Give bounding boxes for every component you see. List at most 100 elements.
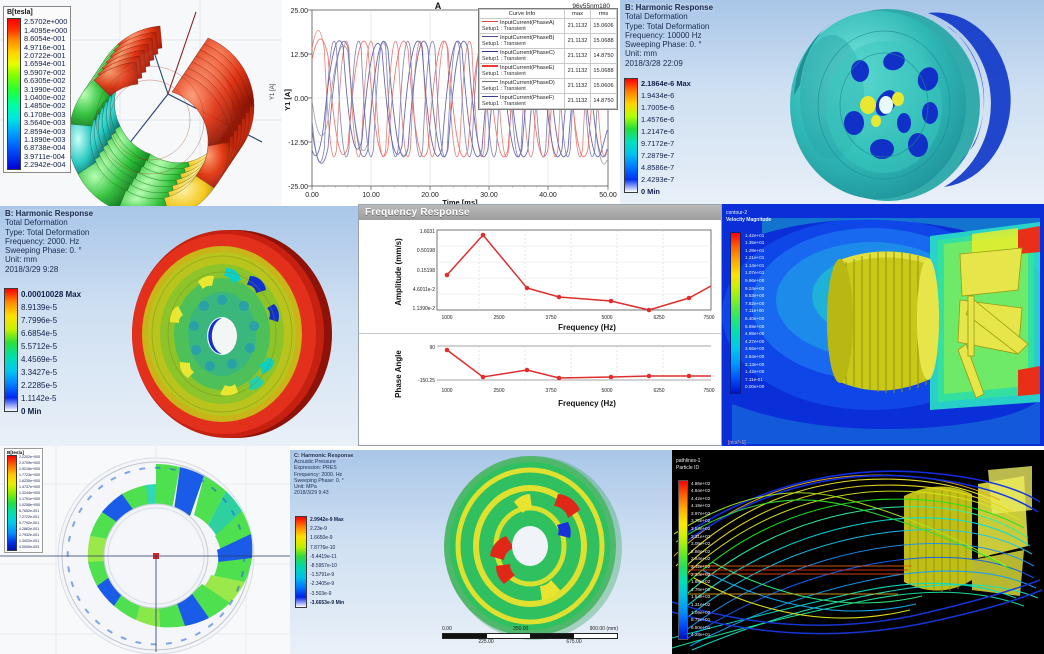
- tick: 9.24e+00: [745, 285, 765, 291]
- ytick: 90: [429, 345, 435, 351]
- tick: 4.28e+01: [691, 632, 711, 638]
- contour-head-line2: Velocity Magnitude: [726, 217, 772, 223]
- series-setup: Setup1 : Transient: [482, 56, 526, 62]
- analysis-title: C: Harmonic Response: [294, 453, 354, 460]
- contour-head-line1: contour-2: [726, 210, 747, 216]
- legend-row[interactable]: InputCurrent(PhaseB) Setup1 : Transient 2…: [479, 33, 617, 49]
- series-setup: Setup1 : Transient: [482, 86, 526, 92]
- tick: 8.72e+01: [691, 617, 711, 623]
- panel-frequency-response-window[interactable]: Frequency Response: [358, 204, 722, 446]
- acoustic-colorbar-strip: [295, 516, 307, 608]
- tick: 4.4569e-5: [21, 354, 58, 364]
- tick: -1.5791e-9: [310, 572, 335, 579]
- series-color-swatch: [482, 96, 498, 97]
- phase-x-axis-label: Frequency (Hz): [558, 399, 616, 408]
- tick: 5.5712e-5: [21, 341, 58, 351]
- rotor-deformation-10k-render: [790, 9, 1011, 201]
- xtick: 0.00: [305, 192, 319, 199]
- particle-pathlines-render: pathlines-1 Particle ID: [672, 450, 1044, 654]
- legend-row[interactable]: InputCurrent(PhaseE) Setup1 : Transient 2…: [479, 63, 617, 79]
- panel-harmonic-10000hz: B: Harmonic Response Total Deformation T…: [620, 0, 1044, 206]
- tick: 6.50e+01: [691, 624, 711, 630]
- tick: 7.7996e-5: [21, 315, 58, 325]
- tick: 4.0000e-003: [19, 545, 40, 550]
- tick: 2.2285e-5: [21, 380, 58, 390]
- curve-info-legend[interactable]: Curve Info max rms InputCurrent(PhaseA) S…: [478, 8, 618, 110]
- legend-row[interactable]: InputCurrent(PhaseC) Setup1 : Transient 2…: [479, 48, 617, 64]
- pathlines-head-line1: pathlines-1: [676, 458, 701, 464]
- series-rms: 14.8750: [590, 93, 617, 109]
- analysis-line: Frequency: 10000 Hz: [625, 30, 702, 40]
- xtick: 50.00: [599, 192, 617, 199]
- xtick: 30.00: [480, 192, 498, 199]
- tick: 2.2202e+000: [19, 455, 41, 460]
- legend-row[interactable]: InputCurrent(PhaseF) Setup1 : Transient 2…: [479, 93, 617, 109]
- ytick: 0.15198: [417, 268, 435, 274]
- tick: 6.1708e-003: [24, 109, 66, 119]
- tick: 1.6230e+000: [19, 479, 41, 484]
- analysis-line: Total Deformation: [625, 12, 688, 22]
- series-color-swatch: [482, 51, 498, 52]
- series-max: 21.1132: [564, 18, 591, 34]
- legend-col-curveinfo: Curve Info: [479, 9, 565, 19]
- tick: 1.3244e+000: [19, 491, 41, 496]
- magnetic2d-legend-title: B[tesla]: [7, 450, 24, 455]
- xtick: 5000: [601, 315, 612, 321]
- tick: 2.5702e+000: [24, 17, 68, 27]
- analysis-line: Unit: mm: [625, 49, 657, 59]
- tick: 7.8776e-10: [310, 544, 336, 551]
- legend-row[interactable]: InputCurrent(PhaseD) Setup1 : Transient 2…: [479, 78, 617, 94]
- harmonic-2k-header: B: Harmonic Response Total Deformation T…: [0, 206, 97, 274]
- analysis-line: Sweeping Phase: 0. °: [5, 246, 82, 256]
- phase-plot[interactable]: 90 -150.25 1000 2500 3750 5000 6250 7500…: [359, 334, 721, 444]
- series-rms: 15.0688: [590, 63, 617, 79]
- harmonic-10k-header: B: Harmonic Response Total Deformation T…: [620, 0, 717, 68]
- tick: 2.0722e-001: [24, 51, 66, 61]
- magnetic2d-colorbar-strip: [7, 455, 17, 551]
- magnetic-legend-title: B[tesla]: [7, 9, 33, 16]
- tick: 2.23e-9: [310, 526, 327, 533]
- amplitude-y-axis-label: Amplitude (mm/s): [394, 238, 403, 306]
- stator-cross-section-render: [0, 446, 290, 654]
- scalebar-mid: 350.00: [513, 626, 529, 632]
- ytick: 4.6011e-2: [413, 287, 435, 293]
- tick: 6.40e+00: [745, 316, 765, 322]
- tick: 2.84e+00: [745, 354, 765, 359]
- tick: 1.42e+01: [745, 232, 765, 238]
- phase-curve: [446, 349, 711, 379]
- legend-col-rms: rms: [590, 9, 617, 19]
- tick: -8.5957e-10: [310, 563, 337, 570]
- series-setup: Setup1 : Transient: [482, 101, 526, 107]
- velocity-colorbar-labels: 1.42e+01 1.35e+01 1.28e+01 1.21e+01 1.14…: [745, 232, 764, 391]
- tick-max: 2.1864e-6 Max: [641, 79, 691, 89]
- tick: 3.3427e-5: [21, 367, 58, 377]
- acoustic-header: C: Harmonic Response Acoustic Pressure E…: [290, 450, 672, 496]
- y-axis-label: Y1 [A]: [283, 89, 292, 111]
- acoustic-pressure-render: [444, 456, 622, 640]
- xtick: 7500: [703, 315, 714, 321]
- tick: 7.82e+00: [745, 300, 765, 306]
- tick: 0.00e+00: [745, 384, 765, 390]
- tick: 4.8586e-7: [641, 163, 675, 173]
- tick: 7.11e+00: [745, 308, 764, 314]
- xtick: 6250: [653, 315, 664, 321]
- legend-row[interactable]: InputCurrent(PhaseA) Setup1 : Transient 2…: [479, 18, 617, 34]
- tick: 1.2147e-6: [641, 127, 675, 137]
- xtick: 20.00: [421, 192, 439, 199]
- tick: 1.7723e+000: [19, 473, 41, 478]
- tick: 4.86e+02: [691, 480, 711, 486]
- acoustic-colorbar: 2.9942e-9 Max 2.23e-9 1.6650e-9 7.8776e-…: [295, 516, 344, 608]
- panel-magnetic-flux-3d: Y1 [A] B[tesla] 2.5702e+000 1.4095e+000 …: [0, 0, 282, 206]
- ytick: -150.25: [418, 378, 435, 384]
- tick: 1.4850e-002: [24, 101, 66, 111]
- tick: 3.56e+00: [745, 346, 765, 352]
- scalebar-sub1: 225.00: [478, 639, 494, 645]
- tick: 8.7652e-001: [19, 509, 40, 514]
- tick: 7.11e-01: [745, 376, 763, 382]
- tick: 9.96e+00: [745, 278, 765, 284]
- tick: 1.54e+02: [691, 594, 711, 600]
- amplitude-plot[interactable]: 1.6031 0.50198 0.15198 4.6011e-2 1.1390e…: [359, 220, 721, 333]
- panel-acoustic-pressure: C: Harmonic Response Acoustic Pressure E…: [290, 450, 672, 654]
- series-name: InputCurrent(PhaseC): [500, 50, 555, 56]
- tick: 3.09e+02: [691, 541, 711, 547]
